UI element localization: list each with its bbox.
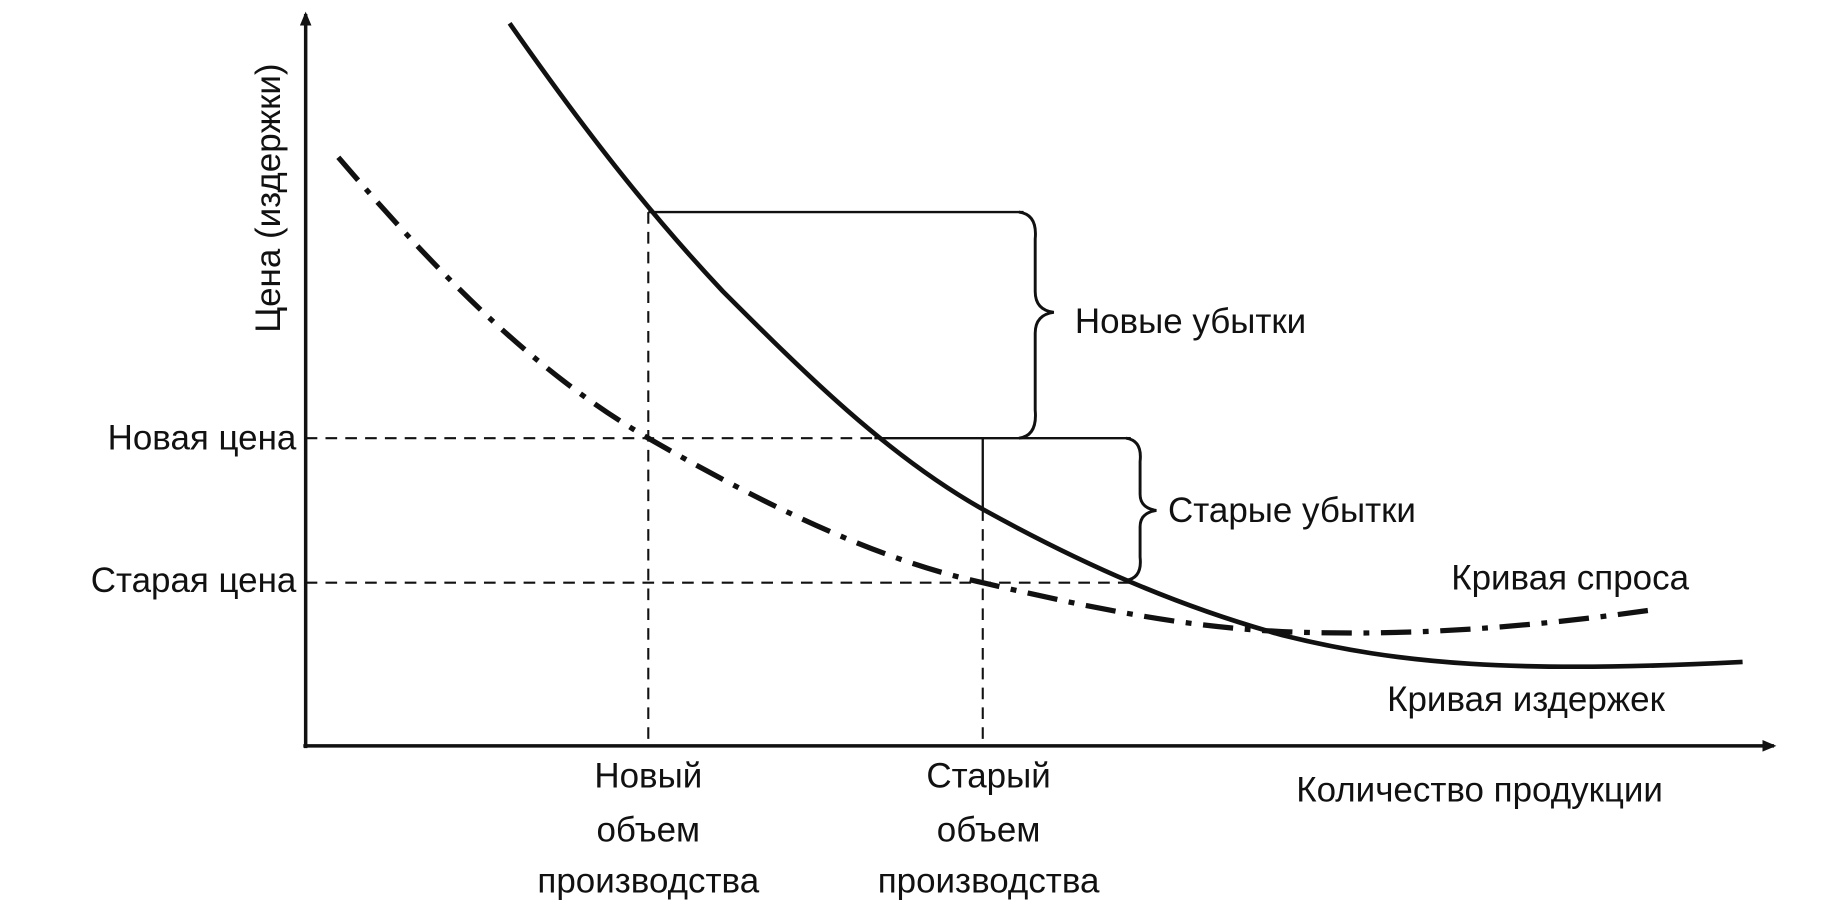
loss-lines (648, 210, 1131, 510)
old-volume: производства (878, 862, 1100, 901)
new-losses: Новые убытки (1075, 302, 1306, 341)
old-losses: Старые убытки (1168, 491, 1416, 530)
demand-label: Кривая спроса (1451, 559, 1689, 598)
old-volume: Старый (926, 757, 1050, 796)
cost-label: Кривая издержек (1387, 680, 1665, 719)
brace-new (1018, 210, 1055, 440)
new-volume: объем (596, 810, 700, 849)
new-volume: производства (537, 862, 759, 901)
y-axis-label: Цена (издержки) (249, 63, 288, 332)
new-price: Новая цена (108, 419, 297, 458)
x-axis-label: Количество продукции (1296, 771, 1663, 810)
cost-curve (507, 21, 1743, 670)
new-volume: Новый (594, 757, 702, 796)
demand-curve (336, 155, 1656, 636)
old-volume: объем (937, 810, 1041, 849)
brace-old (1125, 436, 1157, 582)
old-price: Старая цена (91, 561, 297, 600)
guides (305, 212, 1131, 746)
